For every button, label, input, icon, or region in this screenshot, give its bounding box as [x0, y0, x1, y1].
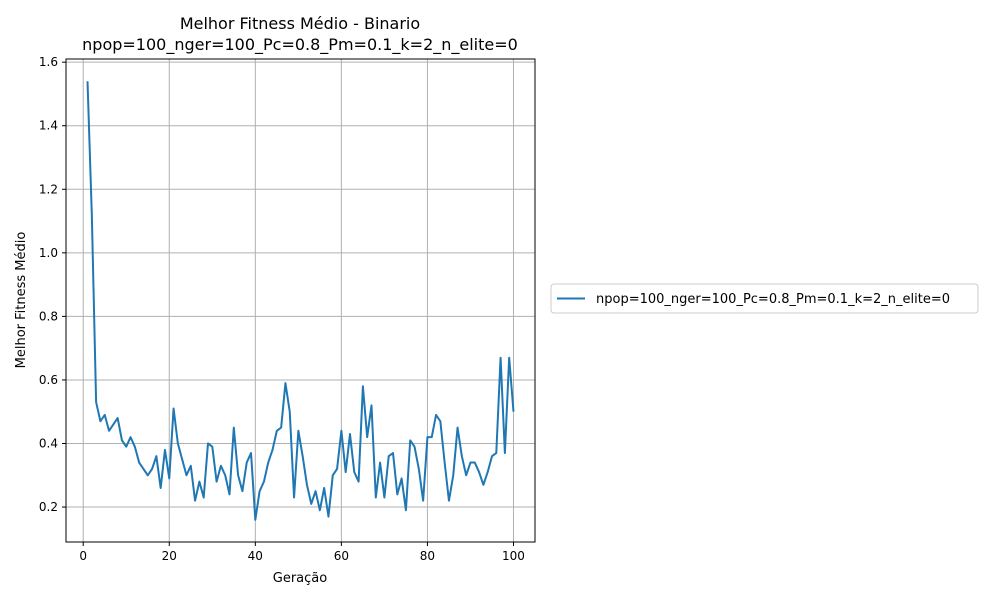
legend: npop=100_nger=100_Pc=0.8_Pm=0.1_k=2_n_el… — [550, 283, 979, 314]
y-tick-label: 0.4 — [39, 436, 58, 450]
y-tick-label: 1.4 — [39, 119, 58, 133]
x-tick-label: 20 — [162, 549, 177, 563]
y-tick-label: 1.0 — [39, 246, 58, 260]
y-tick-label: 1.6 — [39, 55, 58, 69]
x-axis-label: Geração — [273, 571, 327, 586]
x-tick-label: 100 — [502, 549, 525, 563]
plot-area-frame — [65, 58, 536, 543]
x-axis: 0 20 40 60 80 100 — [79, 542, 525, 563]
series-line — [86, 81, 515, 521]
chart-title-line1: Melhor Fitness Médio - Binario — [180, 14, 420, 33]
y-tick-label: 0.6 — [39, 373, 58, 387]
y-axis-label: Melhor Fitness Médio — [14, 232, 29, 369]
x-tick-label: 80 — [420, 549, 435, 563]
grid-lines — [66, 59, 535, 542]
y-tick-label: 1.2 — [39, 182, 58, 196]
x-tick-label: 60 — [334, 549, 349, 563]
y-tick-label: 0.8 — [39, 309, 58, 323]
series-layer — [86, 81, 515, 521]
chart-title-line2: npop=100_nger=100_Pc=0.8_Pm=0.1_k=2_n_el… — [82, 35, 518, 55]
y-tick-label: 0.2 — [39, 500, 58, 514]
y-axis: 0.2 0.4 0.6 0.8 1.0 1.2 1.4 1.6 — [39, 55, 66, 514]
x-tick-label: 40 — [248, 549, 263, 563]
legend-entry-label: npop=100_nger=100_Pc=0.8_Pm=0.1_k=2_n_el… — [596, 292, 950, 307]
legend-box — [550, 283, 979, 314]
x-tick-label: 0 — [79, 549, 87, 563]
